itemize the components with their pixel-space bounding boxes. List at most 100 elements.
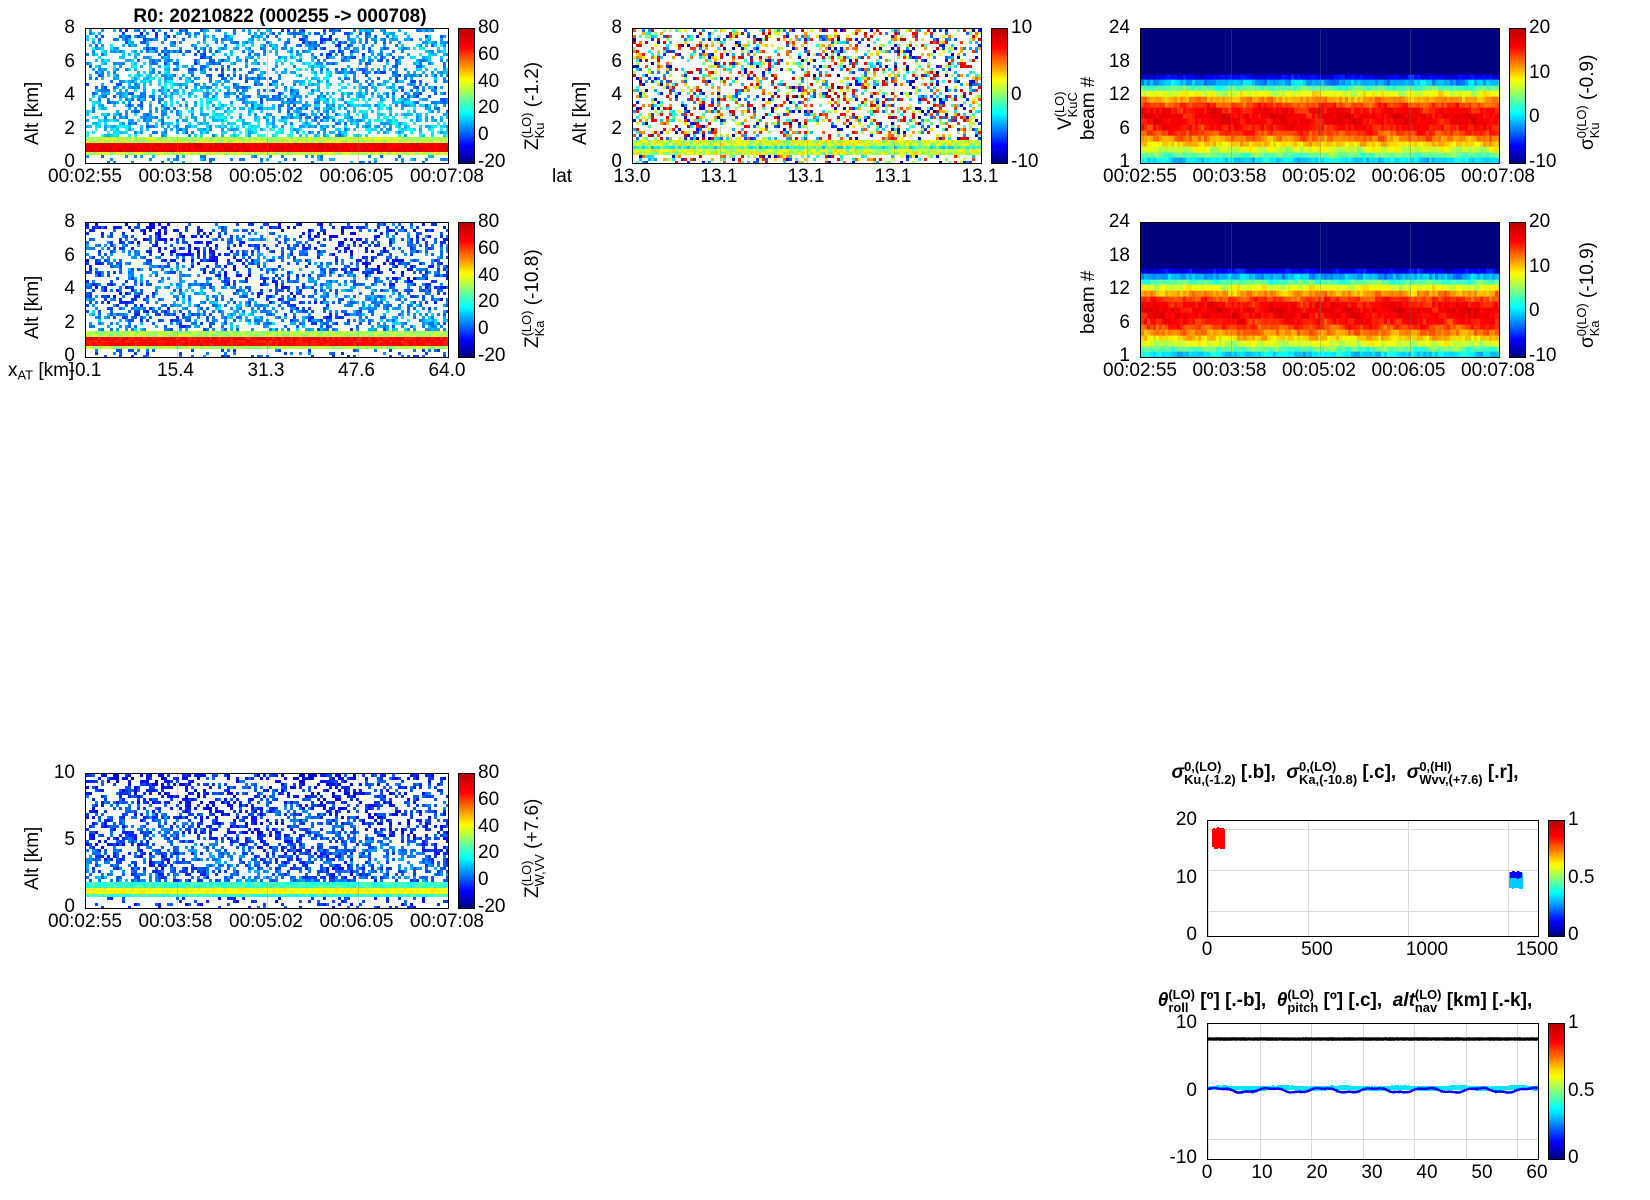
v-kuc-y-axis-label: Alt [km] bbox=[570, 81, 591, 145]
sigma-scatter-ytick-0: 0 bbox=[1186, 924, 1197, 945]
z-ku-xtick-1: 00:03:58 bbox=[138, 166, 213, 187]
sigma-scatter-cbtick-1: 0.5 bbox=[1568, 866, 1595, 888]
z-wvv-xtick-3: 00:06:05 bbox=[319, 911, 394, 932]
z-ku-cbtick-0: -20 bbox=[478, 151, 506, 172]
attitude-colorbar[interactable] bbox=[1548, 1023, 1565, 1160]
attitude-xtick-6: 60 bbox=[1526, 1162, 1548, 1183]
attitude-xtick-2: 20 bbox=[1306, 1162, 1328, 1183]
z-wvv-xtick-1: 00:03:58 bbox=[138, 911, 213, 932]
z-ku-xtick-4: 00:07:08 bbox=[410, 166, 484, 187]
z-ku-plot-area[interactable] bbox=[85, 28, 449, 164]
z-wvv-colorbar[interactable] bbox=[458, 773, 475, 909]
sigma-ka-cbtick-3: 20 bbox=[1529, 211, 1551, 232]
sigma-scatter-xtick-1: 500 bbox=[1301, 939, 1333, 960]
sigma-ku-xtick-4: 00:07:08 bbox=[1461, 166, 1535, 187]
sigma-ku-ytick-3: 18 bbox=[1108, 50, 1130, 72]
sigma-ku-colorbar[interactable] bbox=[1509, 28, 1526, 164]
v-kuc-colorbar[interactable] bbox=[991, 28, 1008, 164]
sigma-ku-colorbar-label: σ 0(LO) Ku (-0.9) bbox=[1574, 54, 1603, 150]
z-wvv-plot-area[interactable] bbox=[85, 773, 449, 909]
sigma-scatter-xtick-3: 1500 bbox=[1515, 939, 1559, 960]
z-ka-plot-area[interactable] bbox=[85, 222, 449, 358]
z-ka-ytick-4: 8 bbox=[64, 211, 75, 232]
v-kuc-xtick-3: 13.1 bbox=[874, 166, 912, 187]
sigma-scatter-colorbar[interactable] bbox=[1548, 820, 1565, 937]
sigma-ka-xtick-1: 00:03:58 bbox=[1192, 360, 1267, 381]
z-ku-ytick-0: 0 bbox=[64, 151, 75, 172]
attitude-cbtick-2: 1 bbox=[1568, 1012, 1579, 1033]
v-kuc-xtick-0: 13.0 bbox=[613, 166, 651, 187]
sigma-ka-xtick-3: 00:06:05 bbox=[1371, 360, 1446, 381]
attitude-cbtick-0: 0 bbox=[1568, 1147, 1579, 1168]
z-wvv-cbtick-5: 80 bbox=[478, 762, 500, 783]
v-kuc-cbtick-2: 10 bbox=[1011, 17, 1033, 38]
v-kuc-colorbar-label: V (LO) KuC bbox=[1052, 91, 1081, 131]
z-ka-ytick-0: 0 bbox=[64, 345, 75, 366]
sigma-ku-cbtick-1: 0 bbox=[1529, 106, 1540, 128]
sigma-ka-colorbar-label: σ 0(LO) Ka (-10.9) bbox=[1574, 242, 1603, 348]
z-ka-ytick-2: 4 bbox=[64, 278, 75, 299]
z-ku-ytick-4: 8 bbox=[64, 17, 75, 38]
attitude-plot-area[interactable] bbox=[1207, 1023, 1539, 1160]
sigma-ku-plot-area[interactable] bbox=[1140, 28, 1500, 164]
sigma-scatter-ytick-1: 10 bbox=[1175, 866, 1197, 888]
figure-title: R0: 20210822 (000255 -> 000708) bbox=[133, 6, 427, 27]
z-ku-colorbar[interactable] bbox=[458, 28, 475, 164]
sigma-ka-ytick-4: 24 bbox=[1108, 211, 1130, 232]
sigma-ka-ytick-0: 1 bbox=[1119, 345, 1130, 366]
z-wvv-y-axis-label: Alt [km] bbox=[22, 826, 43, 890]
v-kuc-ytick-1: 2 bbox=[611, 117, 622, 139]
z-ka-colorbar[interactable] bbox=[458, 222, 475, 358]
z-ka-xtick-0: -0.1 bbox=[68, 360, 102, 381]
sigma-ku-y-axis-label: beam # bbox=[1078, 76, 1099, 140]
z-ka-y-axis-label: Alt [km] bbox=[22, 275, 43, 339]
sigma-scatter-plot-area[interactable] bbox=[1207, 820, 1539, 937]
z-ka-xtick-2: 31.3 bbox=[247, 360, 285, 381]
z-wvv-cbtick-0: -20 bbox=[478, 896, 506, 917]
sigma-ku-ytick-4: 24 bbox=[1108, 17, 1130, 38]
sigma-ku-cbtick-2: 10 bbox=[1529, 61, 1551, 83]
v-kuc-xtick-2: 13.1 bbox=[787, 166, 825, 187]
sigma-scatter-cbtick-0: 0 bbox=[1568, 924, 1579, 945]
sigma-ka-plot-area[interactable] bbox=[1140, 222, 1500, 358]
z-wvv-cbtick-1: 0 bbox=[478, 869, 489, 891]
z-wvv-ytick-1: 5 bbox=[64, 829, 75, 850]
z-ka-cbtick-1: 0 bbox=[478, 318, 489, 340]
z-ku-y-axis-label: Alt [km] bbox=[22, 81, 43, 145]
sigma-ka-ytick-2: 12 bbox=[1108, 278, 1130, 299]
z-ku-cbtick-1: 0 bbox=[478, 124, 489, 146]
z-ka-cbtick-5: 80 bbox=[478, 211, 500, 232]
z-wvv-xtick-0: 00:02:55 bbox=[48, 911, 122, 932]
v-kuc-ytick-0: 0 bbox=[611, 151, 622, 172]
z-ka-cbtick-0: -20 bbox=[478, 345, 506, 366]
attitude-title: θ (LO) roll [º] [.-b], θ (LO) pitch [º] [.c]… bbox=[1157, 987, 1533, 1016]
sigma-ku-xtick-0: 00:02:55 bbox=[1103, 166, 1177, 187]
v-kuc-plot-area[interactable] bbox=[632, 28, 982, 164]
z-ku-cbtick-4: 60 bbox=[478, 43, 500, 65]
v-kuc-xtick-4: 13.1 bbox=[961, 166, 999, 187]
z-ku-cbtick-2: 20 bbox=[478, 97, 500, 119]
z-wvv-cbtick-4: 60 bbox=[478, 788, 500, 810]
sigma-ka-xtick-4: 00:07:08 bbox=[1461, 360, 1535, 381]
sigma-ku-xtick-2: 00:05:02 bbox=[1282, 166, 1356, 187]
sigma-ku-cbtick-3: 20 bbox=[1529, 17, 1551, 38]
v-kuc-ytick-2: 4 bbox=[611, 84, 622, 105]
sigma-ka-colorbar[interactable] bbox=[1509, 222, 1526, 358]
v-kuc-cbtick-1: 0 bbox=[1011, 84, 1022, 105]
sigma-ku-ytick-2: 12 bbox=[1108, 84, 1130, 105]
attitude-xtick-5: 50 bbox=[1471, 1162, 1493, 1183]
sigma-ka-cbtick-0: -10 bbox=[1529, 345, 1557, 366]
v-kuc-cbtick-0: -10 bbox=[1011, 151, 1039, 172]
z-ka-xtick-4: 64.0 bbox=[428, 360, 466, 381]
z-ku-cbtick-3: 40 bbox=[478, 70, 500, 92]
sigma-ka-y-axis-label: beam # bbox=[1078, 270, 1099, 334]
z-wvv-cbtick-2: 20 bbox=[478, 842, 500, 864]
z-ka-cbtick-3: 40 bbox=[478, 264, 500, 286]
sigma-scatter-cbtick-2: 1 bbox=[1568, 809, 1579, 830]
attitude-ytick-0: -10 bbox=[1169, 1147, 1197, 1168]
z-wvv-xtick-2: 00:05:02 bbox=[229, 911, 303, 932]
v-kuc-x-axis-prefix: lat bbox=[552, 166, 573, 187]
z-ka-xtick-3: 47.6 bbox=[338, 360, 375, 381]
v-kuc-ytick-4: 8 bbox=[611, 17, 622, 38]
z-ku-xtick-0: 00:02:55 bbox=[48, 166, 122, 187]
